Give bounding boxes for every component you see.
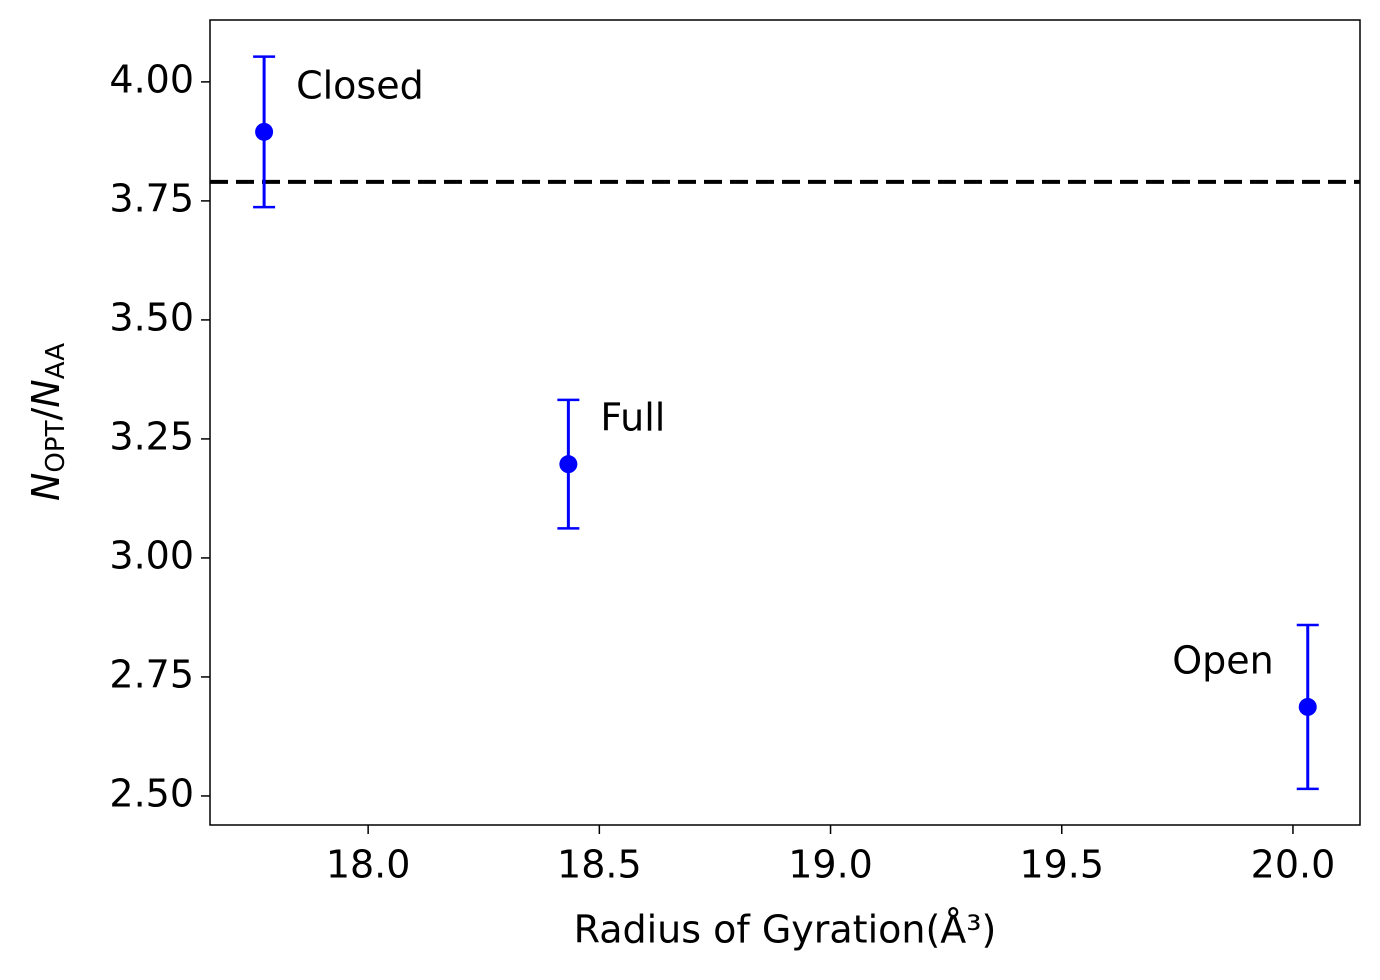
y-tick-label: 3.50 <box>109 295 194 339</box>
point <box>1298 697 1317 716</box>
y-tick-label: 2.50 <box>109 771 194 815</box>
point-label: Closed <box>296 63 424 107</box>
y-label-part: AA <box>41 343 71 380</box>
x-tick-label: 19.5 <box>1019 843 1104 887</box>
plot-frame <box>209 19 1361 826</box>
y-tick-label: 3.00 <box>109 533 194 577</box>
point-label: Open <box>1172 638 1274 682</box>
point-label: Full <box>600 396 665 440</box>
y-label-part: N <box>24 379 68 407</box>
x-tick-label: 19.0 <box>788 843 873 887</box>
point <box>255 122 274 141</box>
x-tick-label: 18.5 <box>557 843 642 887</box>
x-axis-label: Radius of Gyration(Å³) <box>574 908 997 952</box>
y-axis-label: NOPT/NAA <box>24 343 71 501</box>
x-tick-label: 20.0 <box>1251 843 1336 887</box>
y-label-part: OPT <box>41 420 71 472</box>
x-tick-label: 18.0 <box>326 843 411 887</box>
y-tick-label: 4.00 <box>109 57 194 101</box>
y-label-part: N <box>24 473 68 501</box>
y-tick-label: 3.25 <box>109 414 194 458</box>
point <box>559 455 578 474</box>
y-label-part: / <box>24 408 68 421</box>
y-tick-label: 3.75 <box>109 176 194 220</box>
y-tick-label: 2.75 <box>109 652 194 696</box>
